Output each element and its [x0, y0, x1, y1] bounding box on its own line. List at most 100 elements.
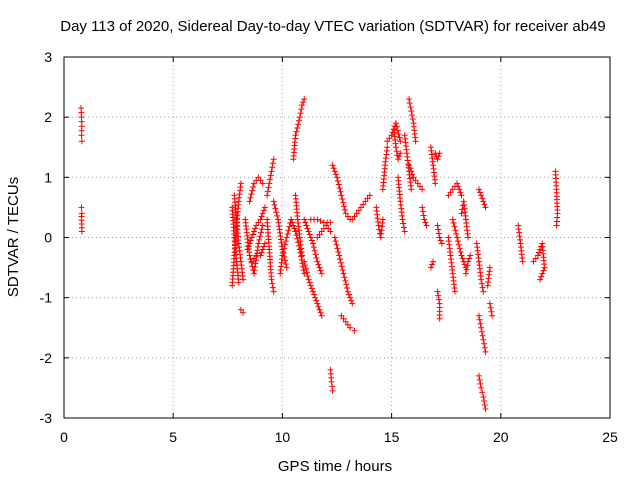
y-tick-label: -3	[40, 410, 53, 426]
data-point	[480, 198, 487, 205]
track-t5	[229, 204, 242, 286]
data-point	[538, 273, 545, 280]
data-point	[458, 252, 465, 259]
track-t41	[445, 180, 465, 199]
track-t35	[419, 204, 430, 229]
data-point	[347, 294, 354, 301]
data-point	[317, 217, 324, 224]
data-point	[246, 240, 253, 247]
data-point	[488, 308, 495, 315]
data-point	[408, 168, 415, 175]
data-point	[313, 254, 320, 261]
track-t16	[290, 96, 308, 163]
data-point	[364, 195, 371, 202]
data-point	[346, 291, 353, 298]
data-point	[482, 405, 489, 412]
data-point	[479, 389, 486, 396]
data-point	[340, 199, 347, 206]
data-point	[432, 180, 439, 187]
data-point	[541, 264, 548, 271]
track-t32	[401, 132, 415, 193]
track-t20	[307, 216, 334, 226]
y-tick-label: 2	[44, 109, 52, 125]
data-point	[461, 261, 468, 268]
data-point	[256, 236, 263, 243]
track-t43	[449, 216, 469, 271]
data-point	[407, 104, 414, 111]
data-point	[283, 234, 290, 241]
data-point	[478, 280, 485, 287]
x-tick-label: 25	[602, 429, 618, 445]
data-point	[408, 112, 415, 119]
data-point	[283, 264, 290, 271]
track-t7	[242, 216, 266, 277]
data-point	[435, 292, 442, 299]
data-point	[435, 230, 442, 237]
data-point	[315, 303, 322, 310]
data-point	[303, 269, 310, 276]
track-t34	[406, 162, 426, 193]
data-point	[534, 252, 541, 259]
y-axis-label: SDTVAR / TECUs	[5, 177, 22, 297]
data-point	[487, 304, 494, 311]
data-point	[266, 180, 273, 187]
data-point	[397, 138, 404, 145]
data-point	[282, 238, 289, 245]
data-point	[253, 222, 260, 229]
data-point	[466, 255, 473, 262]
data-point	[456, 186, 463, 193]
track-t13	[270, 198, 290, 271]
data-point	[421, 216, 428, 223]
data-point	[451, 288, 458, 295]
data-point	[309, 240, 316, 247]
data-point	[237, 306, 244, 313]
data-point	[536, 249, 543, 256]
data-point	[408, 108, 415, 115]
y-tick-label: 3	[44, 49, 52, 65]
data-point	[384, 144, 391, 151]
data-point	[478, 384, 485, 391]
data-point	[281, 245, 288, 252]
data-point	[407, 165, 414, 172]
data-point	[420, 212, 427, 219]
data-point	[286, 223, 293, 230]
data-point	[332, 171, 339, 178]
data-point	[333, 241, 340, 248]
data-point	[259, 210, 266, 217]
data-point	[318, 312, 325, 319]
data-point	[539, 270, 546, 277]
data-point	[422, 219, 429, 226]
track-t51	[486, 300, 496, 319]
data-point	[248, 234, 255, 241]
data-point	[294, 124, 301, 131]
data-point	[341, 206, 348, 213]
data-point	[240, 276, 247, 283]
data-point	[261, 240, 268, 247]
data-point	[445, 192, 452, 199]
data-point	[537, 276, 544, 283]
data-point	[299, 252, 306, 259]
data-point	[456, 245, 463, 252]
data-point	[289, 219, 296, 226]
track-t29	[384, 120, 404, 145]
track-t40	[434, 222, 445, 247]
track-t18	[301, 258, 325, 319]
data-point	[435, 153, 442, 160]
data-point	[478, 276, 485, 283]
data-point	[269, 284, 276, 291]
data-point	[301, 270, 308, 277]
data-point	[260, 243, 267, 250]
data-point	[314, 234, 321, 241]
data-point	[375, 222, 382, 229]
data-point	[395, 131, 402, 138]
data-point	[353, 210, 360, 217]
data-point	[288, 216, 295, 223]
x-tick-label: 20	[493, 429, 509, 445]
track-t26	[349, 192, 373, 223]
data-point	[259, 180, 266, 187]
data-point	[78, 204, 85, 211]
data-point	[429, 261, 436, 268]
data-point	[434, 288, 441, 295]
data-point	[270, 198, 277, 205]
data-point	[328, 378, 335, 385]
